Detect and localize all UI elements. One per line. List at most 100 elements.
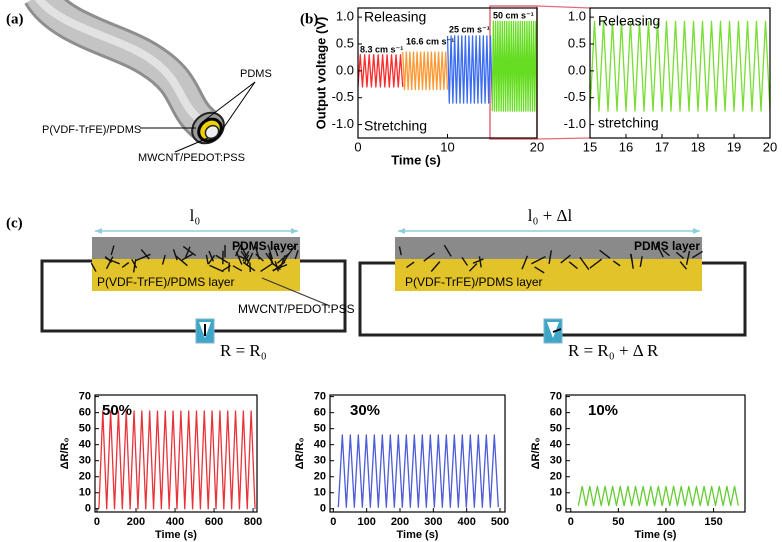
leader-line bbox=[221, 81, 256, 131]
y-tick-label: 30 bbox=[79, 455, 91, 467]
y-tick-label: 40 bbox=[314, 439, 326, 451]
leader-line bbox=[261, 277, 331, 307]
resistance-label: R = R₀ + Δ R bbox=[568, 341, 659, 360]
x-axis-label: Time (s) bbox=[635, 529, 677, 541]
nanotube bbox=[287, 244, 296, 256]
gauge-needle bbox=[552, 328, 562, 333]
plot-frame bbox=[94, 394, 258, 513]
nanotube bbox=[232, 265, 243, 272]
y-tick-label: 20 bbox=[79, 471, 91, 483]
nanotube bbox=[208, 250, 215, 262]
length-label: l₀ bbox=[190, 206, 201, 225]
nanotube bbox=[461, 256, 469, 266]
nanotube bbox=[90, 262, 97, 272]
x-tick-label: 150 bbox=[704, 516, 722, 528]
nanotube bbox=[182, 245, 197, 257]
data-line bbox=[589, 20, 771, 112]
nanotube bbox=[260, 263, 273, 273]
nanotube bbox=[630, 253, 634, 269]
panel-label: (b) bbox=[300, 11, 318, 27]
cable-label: MWCNT/PEDOT:PSS bbox=[138, 152, 245, 164]
nanotube bbox=[239, 244, 247, 256]
nanotube bbox=[135, 253, 151, 262]
y-tick-label: 0 bbox=[320, 503, 326, 515]
nanotube bbox=[110, 245, 115, 256]
y-tick-label: 70 bbox=[79, 391, 91, 403]
x-tick-label: 200 bbox=[127, 516, 145, 528]
x-tick-label: 300 bbox=[424, 516, 442, 528]
y-axis-label: ΔR/R₀ bbox=[294, 438, 306, 470]
y-tick-label: 50 bbox=[79, 423, 91, 435]
data-line bbox=[337, 434, 499, 508]
cable-highlight bbox=[34, 0, 203, 124]
resistor-gauge bbox=[547, 322, 559, 338]
nanotube bbox=[207, 254, 216, 265]
annotation: 8.3 cm s⁻¹ bbox=[360, 44, 403, 54]
annotation: 50 cm s⁻¹ bbox=[493, 10, 534, 20]
x-tick-label: 400 bbox=[166, 516, 184, 528]
x-tick-label: 50 bbox=[612, 516, 624, 528]
layer-label: P(VDF-TrFE)/PDMS layer bbox=[97, 275, 235, 289]
plot-frame bbox=[565, 394, 746, 513]
annotation: stretching bbox=[598, 115, 659, 131]
x-tick-label: 20 bbox=[530, 139, 544, 154]
panel-label: (c) bbox=[6, 215, 23, 231]
nanotube bbox=[273, 245, 279, 257]
y-tick-label: 0.5 bbox=[336, 35, 354, 50]
nanotube bbox=[246, 252, 254, 266]
x-tick-label: 10 bbox=[440, 139, 454, 154]
nanotube bbox=[242, 250, 250, 262]
annotation: 25 cm s⁻¹ bbox=[449, 24, 490, 34]
x-axis-label: Time (s) bbox=[155, 529, 197, 541]
length-label: l₀ + Δl bbox=[528, 206, 573, 225]
x-tick-label: 0 bbox=[94, 516, 100, 528]
x-tick-label: 800 bbox=[244, 516, 262, 528]
leader-line bbox=[204, 81, 256, 121]
y-tick-label: -0.5 bbox=[332, 89, 354, 104]
nanotube bbox=[274, 260, 280, 272]
annotation: 50% bbox=[102, 402, 132, 419]
x-tick-label: 0 bbox=[568, 516, 574, 528]
y-tick-label: 30 bbox=[314, 455, 326, 467]
nanotube bbox=[131, 259, 138, 269]
nanotube bbox=[406, 261, 415, 269]
y-axis-label: ΔR/R₀ bbox=[59, 438, 71, 470]
nanotube bbox=[579, 256, 590, 271]
leader-line bbox=[174, 137, 209, 153]
y-tick-label: 10 bbox=[314, 487, 326, 499]
nanotube bbox=[548, 250, 552, 265]
x-tick-label: 15 bbox=[583, 139, 597, 154]
nanotube bbox=[679, 261, 688, 270]
nanotube bbox=[589, 258, 603, 269]
nanotube bbox=[423, 252, 436, 262]
y-tick-label: 0 bbox=[85, 503, 91, 515]
nanotube bbox=[472, 258, 484, 264]
nanotube bbox=[234, 245, 242, 257]
y-tick-label: -1.0 bbox=[332, 116, 354, 131]
nanotube bbox=[639, 256, 643, 268]
nanotube bbox=[655, 243, 664, 258]
nanotube bbox=[398, 246, 402, 256]
y-tick-label: 70 bbox=[550, 391, 562, 403]
y-tick-label: 70 bbox=[314, 391, 326, 403]
nanotube bbox=[691, 250, 703, 259]
y-tick-label: 0.0 bbox=[568, 62, 586, 77]
nanotube bbox=[105, 256, 114, 270]
y-tick-label: 30 bbox=[550, 455, 562, 467]
x-tick-label: 19 bbox=[727, 139, 741, 154]
nanotube bbox=[267, 244, 274, 260]
cable-illustration bbox=[24, 0, 256, 153]
x-tick-label: 0 bbox=[354, 139, 361, 154]
x-tick-label: 500 bbox=[491, 516, 509, 528]
nanotube bbox=[172, 249, 178, 261]
nanotube bbox=[276, 254, 288, 264]
composite-layer bbox=[395, 259, 702, 291]
zoom-line bbox=[536, 5, 591, 9]
nanotube bbox=[255, 253, 264, 262]
nanotube bbox=[181, 253, 193, 261]
annotation: 16.6 cm s⁻¹ bbox=[406, 36, 454, 46]
layer-label: PDMS layer bbox=[232, 239, 298, 253]
nanotube bbox=[443, 244, 452, 257]
nanotube bbox=[568, 261, 578, 270]
nanotube bbox=[612, 260, 621, 267]
